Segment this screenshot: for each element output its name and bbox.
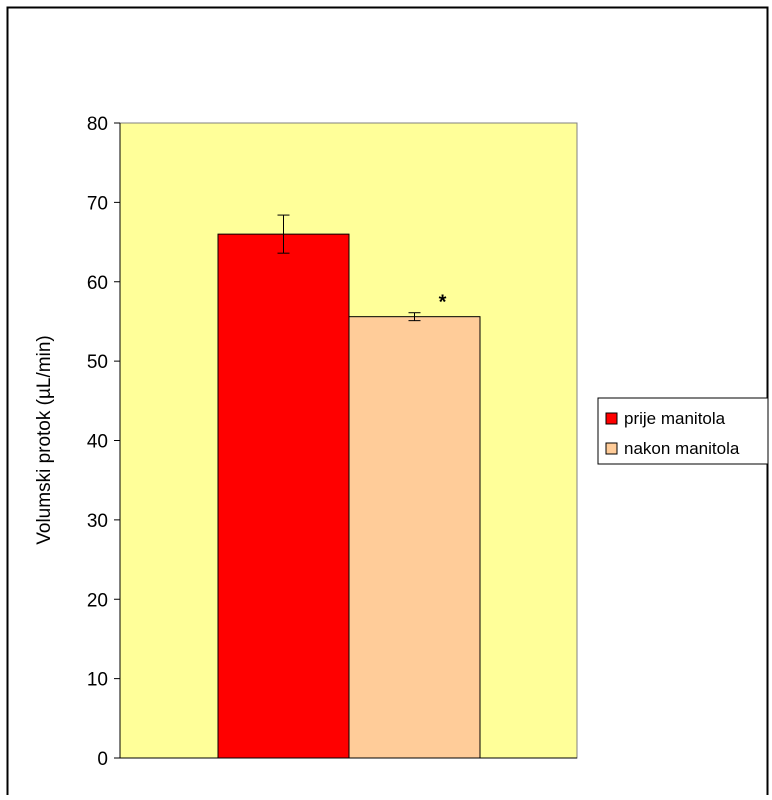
y-tick-label: 50 bbox=[87, 352, 108, 373]
y-tick-label: 80 bbox=[87, 114, 108, 135]
bars bbox=[217, 214, 481, 759]
y-tick-label: 30 bbox=[87, 511, 108, 532]
y-tick-label: 40 bbox=[87, 432, 108, 453]
bar bbox=[217, 233, 350, 759]
legend-label: prije manitola bbox=[624, 409, 726, 428]
bar bbox=[348, 316, 481, 759]
annotations: * bbox=[439, 292, 447, 314]
legend-box bbox=[597, 397, 769, 465]
legend-label: nakon manitola bbox=[624, 439, 740, 458]
legend-swatch bbox=[605, 442, 618, 455]
y-tick-label: 60 bbox=[87, 273, 108, 294]
legend: prije manitola nakon manitola bbox=[597, 397, 769, 465]
y-tick-label: 10 bbox=[87, 670, 108, 691]
y-tick-label: 20 bbox=[87, 590, 108, 611]
y-tick-label: 0 bbox=[97, 749, 108, 770]
significance-marker: * bbox=[439, 292, 447, 314]
y-tick-label: 70 bbox=[87, 193, 108, 214]
legend-swatch bbox=[605, 412, 618, 425]
y-axis-label: Volumski protok (µL/min) bbox=[34, 335, 55, 544]
